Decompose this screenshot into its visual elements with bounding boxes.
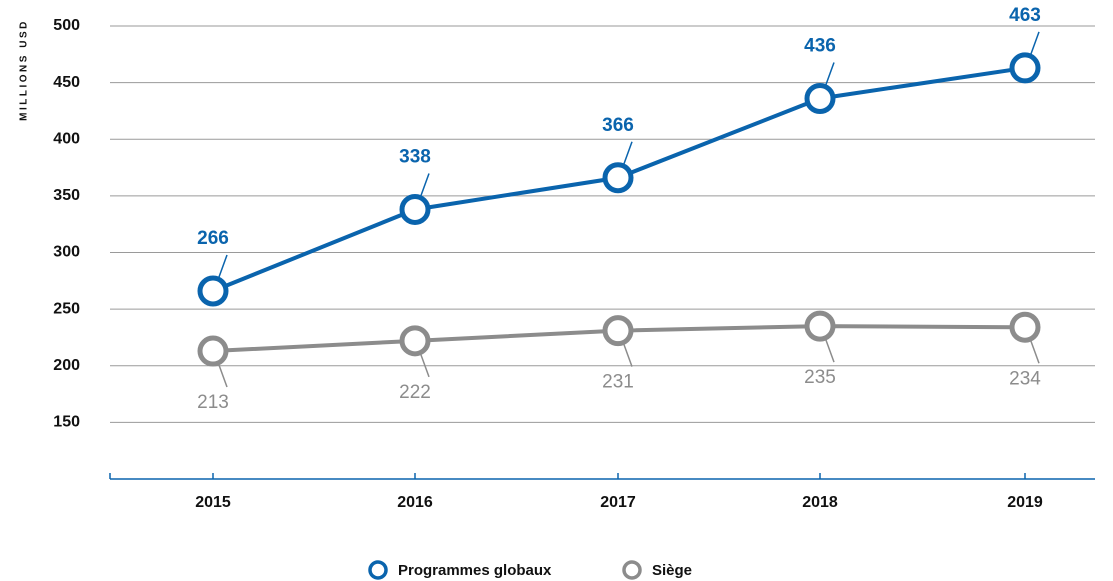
- x-tick-label: 2017: [600, 494, 636, 511]
- x-tick-label: 2015: [195, 494, 231, 511]
- label-leader: [1030, 340, 1040, 364]
- point-marker: [1009, 52, 1041, 84]
- data-label: 231: [602, 372, 634, 393]
- data-label: 338: [399, 146, 431, 167]
- data-label: 235: [804, 367, 836, 388]
- point-marker: [804, 82, 836, 114]
- label-leader: [1030, 31, 1040, 55]
- y-tick-label: 150: [53, 414, 80, 431]
- y-tick-label: 300: [53, 244, 80, 261]
- point-marker: [399, 325, 431, 357]
- label-leader: [825, 62, 835, 85]
- data-label: 436: [804, 35, 836, 56]
- label-leader: [218, 364, 228, 388]
- y-tick-label: 250: [53, 300, 80, 317]
- legend-label: Programmes globaux: [398, 562, 552, 579]
- label-leader: [623, 344, 633, 367]
- label-leader: [825, 339, 835, 363]
- point-marker: [197, 275, 229, 307]
- point-marker: [804, 310, 836, 342]
- label-leader: [218, 254, 228, 278]
- x-tick-label: 2016: [397, 494, 433, 511]
- y-tick-label: 200: [53, 357, 80, 374]
- data-label: 463: [1009, 5, 1041, 26]
- y-tick-label: 350: [53, 187, 80, 204]
- legend-label: Siège: [652, 562, 692, 579]
- x-tick-label: 2019: [1007, 494, 1043, 511]
- y-tick-label: 500: [53, 17, 80, 34]
- label-leader: [420, 173, 430, 196]
- label-leader: [623, 141, 633, 165]
- data-label: 366: [602, 115, 634, 136]
- point-marker: [399, 193, 431, 225]
- y-axis-label: MILLIONS USD: [19, 19, 30, 121]
- label-leader: [420, 354, 430, 378]
- legend-marker: [622, 560, 642, 580]
- data-label: 266: [197, 228, 229, 249]
- point-marker: [602, 162, 634, 194]
- point-marker: [1009, 311, 1041, 343]
- y-tick-label: 400: [53, 130, 80, 147]
- point-marker: [602, 315, 634, 347]
- y-tick-label: 450: [53, 74, 80, 91]
- data-label: 234: [1009, 368, 1041, 389]
- legend-marker: [368, 560, 388, 580]
- x-tick-label: 2018: [802, 494, 838, 511]
- data-label: 222: [399, 382, 431, 403]
- data-label: 213: [197, 392, 229, 413]
- point-marker: [197, 335, 229, 367]
